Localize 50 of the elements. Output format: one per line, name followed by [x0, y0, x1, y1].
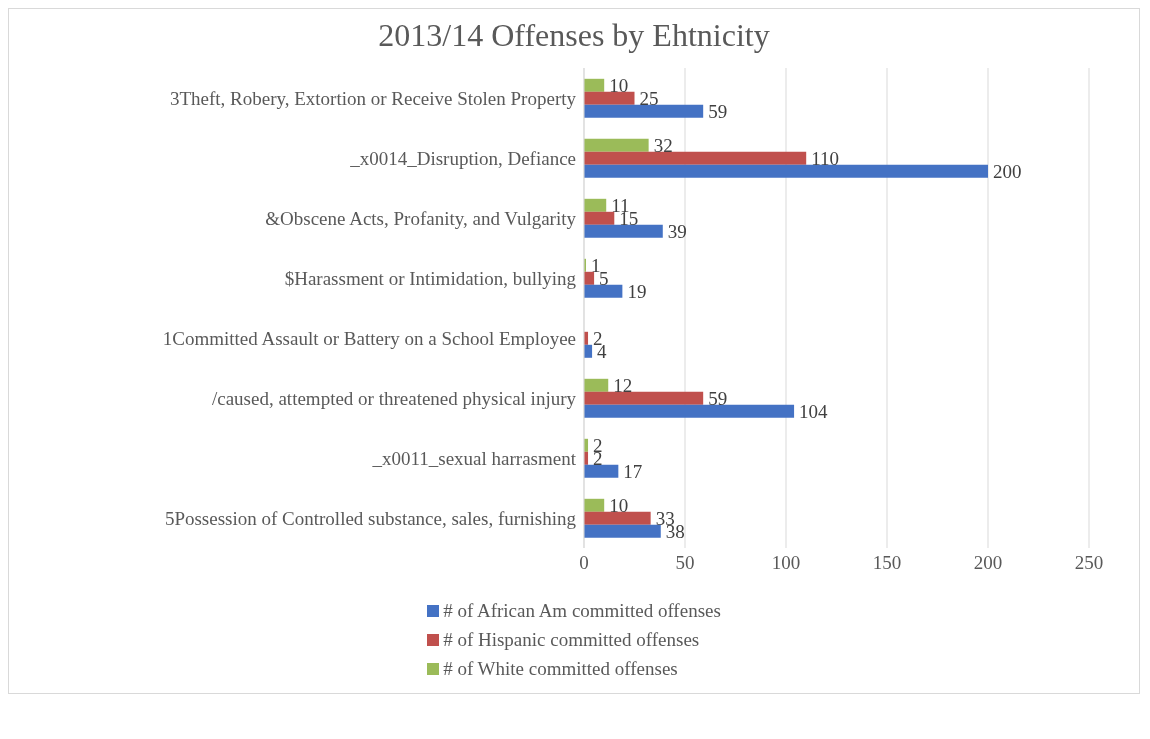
bar [584, 91, 635, 105]
y-tick-label: 1Committed Assault or Battery on a School Employee [162, 327, 576, 349]
y-tick-label: &Obscene Acts, Profanity, and Vulgarity [265, 207, 577, 229]
x-tick-label: 50 [675, 552, 695, 574]
bar [584, 464, 619, 478]
x-tick-label: 200 [973, 552, 1003, 574]
data-label: 200 [993, 161, 1022, 183]
bar [584, 224, 663, 238]
y-tick-label: _x0011_sexual harrasment [371, 447, 577, 469]
y-tick-label: /caused, attempted or threatened physical injury [211, 387, 577, 409]
data-label: 104 [799, 401, 829, 423]
data-label: 10 [609, 495, 629, 517]
bar [584, 284, 623, 298]
data-label: 25 [639, 88, 659, 110]
data-label: 12 [613, 375, 633, 397]
bar [584, 378, 609, 392]
data-label: 1 [591, 255, 601, 277]
x-tick-label: 250 [1074, 552, 1104, 574]
bar [584, 138, 649, 152]
data-label: 59 [708, 101, 728, 123]
y-tick-label: 3Theft, Robery, Extortion or Receive Stolen Property [169, 87, 577, 109]
bar [584, 104, 704, 118]
bar [584, 524, 661, 538]
legend-label: # of White committed offenses [443, 657, 678, 681]
data-label: 59 [708, 388, 728, 410]
data-label: 5 [599, 268, 609, 290]
legend-label: # of Hispanic committed offenses [443, 628, 700, 652]
x-tick-label: 150 [872, 552, 902, 574]
bar [584, 164, 988, 178]
legend-label: # of African Am committed offenses [443, 599, 721, 623]
bar [584, 198, 607, 212]
data-label: 39 [667, 221, 687, 243]
bar [584, 511, 651, 525]
data-label: 17 [623, 461, 643, 483]
x-tick-label: 100 [771, 552, 801, 574]
x-tick-label: 0 [579, 552, 589, 574]
data-label: 32 [653, 135, 673, 157]
chart-title: 2013/14 Offenses by Ehtnicity [377, 17, 771, 54]
bar [584, 391, 704, 405]
bar [584, 404, 795, 418]
bar [584, 151, 807, 165]
bar [584, 498, 605, 512]
data-label: 110 [811, 148, 839, 170]
y-tick-label: $Harassment or Intimidation, bullying [284, 267, 577, 289]
y-tick-label: 5Possession of Controlled substance, sales, furnishing [164, 507, 577, 529]
bar [584, 211, 615, 225]
bar [584, 78, 605, 92]
data-label: 19 [627, 281, 647, 303]
y-tick-label: _x0014_Disruption, Defiance [349, 147, 576, 169]
data-label: 10 [609, 75, 629, 97]
